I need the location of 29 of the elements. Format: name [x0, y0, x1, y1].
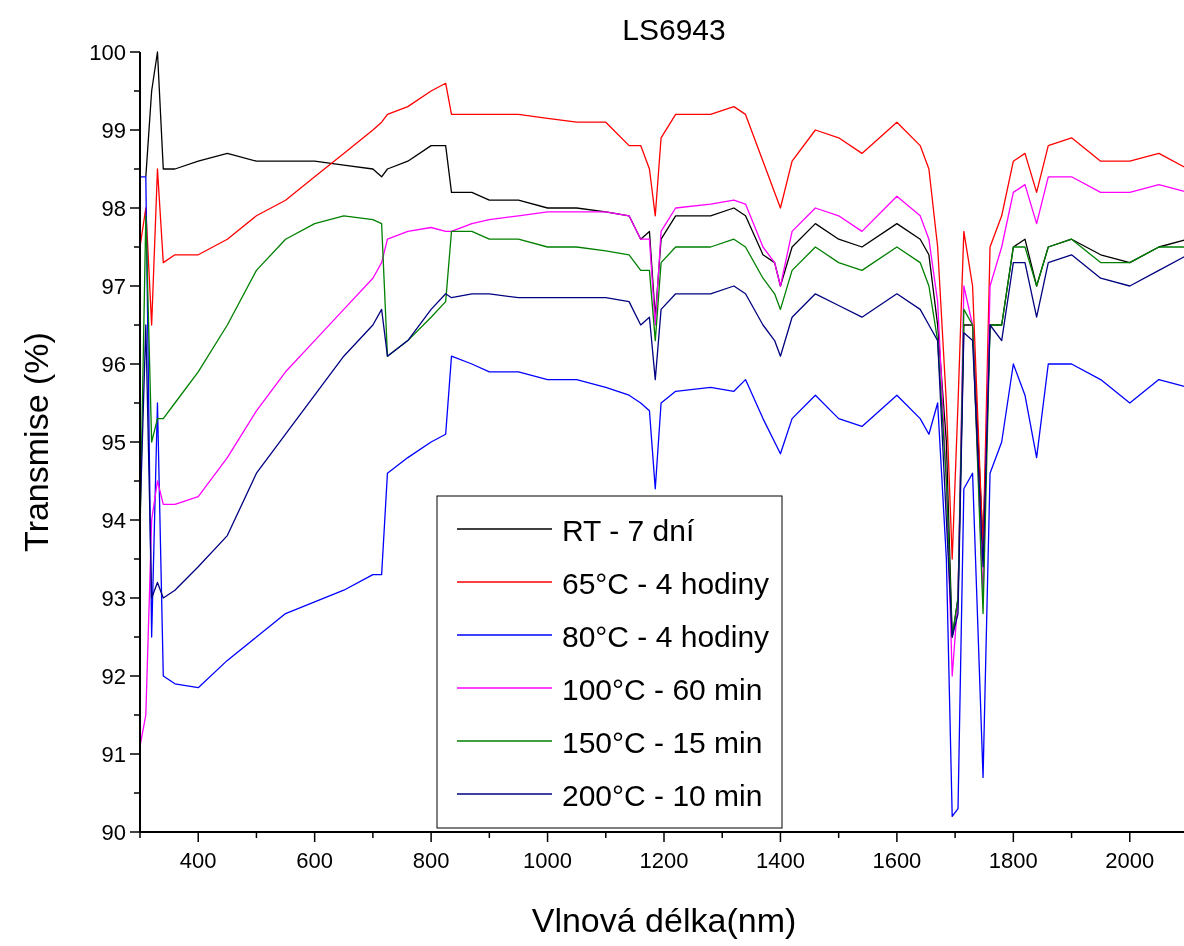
x-tick-label: 400: [179, 848, 217, 873]
y-tick-label: 94: [101, 508, 126, 533]
legend-label: 65°C - 4 hodiny: [562, 567, 770, 600]
y-tick-label: 98: [101, 196, 126, 221]
x-tick-label: 800: [412, 848, 450, 873]
x-tick-label: 1000: [523, 848, 573, 873]
x-tick-label: 1400: [755, 848, 805, 873]
y-axis-title: Transmise (%): [17, 332, 55, 552]
y-tick-label: 90: [101, 820, 126, 845]
legend-label: 200°C - 10 min: [562, 779, 763, 812]
legend-label: 80°C - 4 hodiny: [562, 620, 770, 653]
y-tick-label: 100: [89, 40, 126, 65]
x-tick-label: 2000: [1105, 848, 1155, 873]
legend-label: 100°C - 60 min: [562, 673, 763, 706]
x-tick-label: 1800: [988, 848, 1038, 873]
x-axis-title: Vlnová délka(nm): [531, 901, 797, 939]
y-tick-label: 97: [101, 274, 126, 299]
x-tick-label: 600: [296, 848, 334, 873]
y-tick-label: 93: [101, 586, 126, 611]
y-tick-label: 92: [101, 664, 126, 689]
x-tick-label: 1600: [872, 848, 922, 873]
y-tick-label: 96: [101, 352, 126, 377]
x-tick-label: 1200: [639, 848, 689, 873]
chart-title: LS6943: [622, 13, 726, 46]
legend-label: RT - 7 dní: [562, 514, 695, 547]
y-tick-label: 95: [101, 430, 126, 455]
y-tick-label: 99: [101, 118, 126, 143]
legend-label: 150°C - 15 min: [562, 726, 763, 759]
y-tick-label: 91: [101, 742, 126, 767]
